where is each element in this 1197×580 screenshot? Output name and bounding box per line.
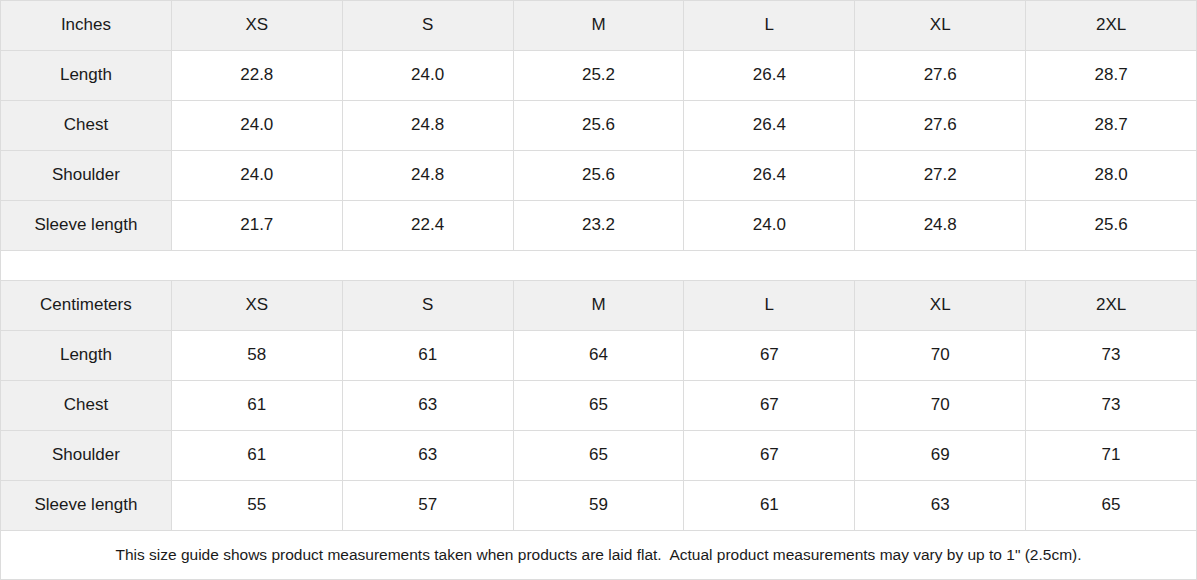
value-cell: 69: [855, 431, 1025, 480]
value-cell: 24.8: [343, 101, 513, 150]
value-cell: 61: [684, 481, 854, 530]
value-cell: 73: [1026, 331, 1196, 380]
value-cell: 64: [514, 331, 684, 380]
value-cell: 70: [855, 331, 1025, 380]
value-cell: 27.6: [855, 51, 1025, 100]
value-cell: 61: [172, 381, 342, 430]
size-header-cell: 2XL: [1026, 1, 1196, 50]
table-spacer: [1, 251, 1196, 280]
value-cell: 24.0: [684, 201, 854, 250]
value-cell: 24.0: [343, 51, 513, 100]
value-cell: 61: [343, 331, 513, 380]
value-cell: 22.8: [172, 51, 342, 100]
row-label-cell: Chest: [1, 381, 171, 430]
size-header-cell: XL: [855, 281, 1025, 330]
size-header-cell: M: [514, 1, 684, 50]
value-cell: 28.7: [1026, 101, 1196, 150]
value-cell: 24.0: [172, 101, 342, 150]
size-header-cell: S: [343, 1, 513, 50]
value-cell: 24.8: [343, 151, 513, 200]
value-cell: 57: [343, 481, 513, 530]
value-cell: 28.7: [1026, 51, 1196, 100]
value-cell: 26.4: [684, 51, 854, 100]
value-cell: 65: [514, 381, 684, 430]
value-cell: 63: [343, 381, 513, 430]
value-cell: 67: [684, 331, 854, 380]
row-label-cell: Shoulder: [1, 151, 171, 200]
unit-header-cell: Centimeters: [1, 281, 171, 330]
value-cell: 70: [855, 381, 1025, 430]
value-cell: 61: [172, 431, 342, 480]
value-cell: 22.4: [343, 201, 513, 250]
row-label-cell: Sleeve length: [1, 201, 171, 250]
value-cell: 24.0: [172, 151, 342, 200]
size-header-cell: XL: [855, 1, 1025, 50]
size-header-cell: XS: [172, 281, 342, 330]
size-header-cell: 2XL: [1026, 281, 1196, 330]
value-cell: 67: [684, 431, 854, 480]
value-cell: 55: [172, 481, 342, 530]
value-cell: 58: [172, 331, 342, 380]
size-header-cell: S: [343, 281, 513, 330]
size-header-cell: M: [514, 281, 684, 330]
value-cell: 25.2: [514, 51, 684, 100]
value-cell: 65: [514, 431, 684, 480]
value-cell: 27.2: [855, 151, 1025, 200]
value-cell: 59: [514, 481, 684, 530]
value-cell: 63: [343, 431, 513, 480]
value-cell: 71: [1026, 431, 1196, 480]
value-cell: 25.6: [514, 101, 684, 150]
value-cell: 25.6: [514, 151, 684, 200]
row-label-cell: Length: [1, 51, 171, 100]
size-header-cell: L: [684, 281, 854, 330]
value-cell: 28.0: [1026, 151, 1196, 200]
value-cell: 23.2: [514, 201, 684, 250]
value-cell: 63: [855, 481, 1025, 530]
value-cell: 26.4: [684, 151, 854, 200]
value-cell: 27.6: [855, 101, 1025, 150]
row-label-cell: Length: [1, 331, 171, 380]
value-cell: 25.6: [1026, 201, 1196, 250]
value-cell: 24.8: [855, 201, 1025, 250]
value-cell: 65: [1026, 481, 1196, 530]
size-header-cell: XS: [172, 1, 342, 50]
size-guide-note: This size guide shows product measuremen…: [1, 531, 1196, 579]
unit-header-cell: Inches: [1, 1, 171, 50]
size-header-cell: L: [684, 1, 854, 50]
row-label-cell: Sleeve length: [1, 481, 171, 530]
value-cell: 26.4: [684, 101, 854, 150]
value-cell: 67: [684, 381, 854, 430]
row-label-cell: Shoulder: [1, 431, 171, 480]
row-label-cell: Chest: [1, 101, 171, 150]
size-guide-table: Inches XS S M L XL 2XL Length 22.8 24.0 …: [0, 0, 1197, 580]
value-cell: 73: [1026, 381, 1196, 430]
value-cell: 21.7: [172, 201, 342, 250]
